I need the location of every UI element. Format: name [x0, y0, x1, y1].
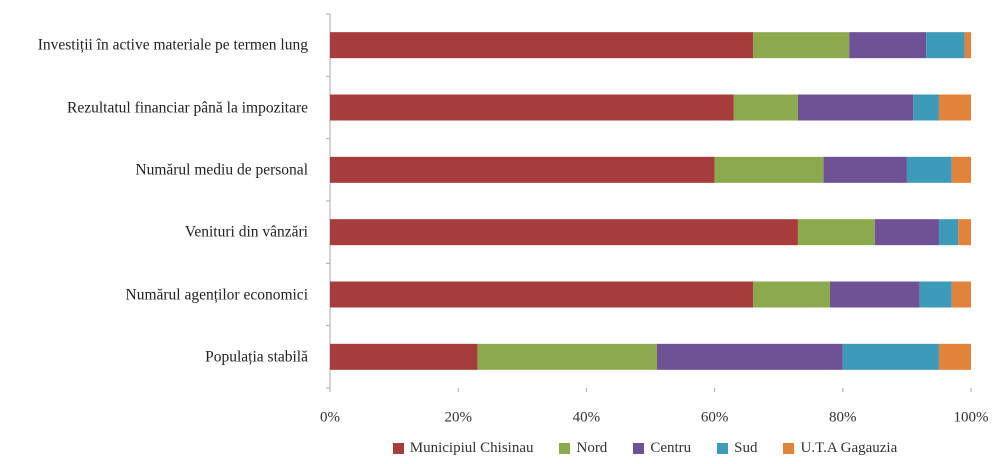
bar-segment	[938, 94, 971, 121]
bar-segment	[951, 156, 971, 183]
bar-segment	[753, 32, 850, 59]
y-tick-label: Numărul mediu de personal	[135, 161, 308, 179]
legend-item: Centru	[633, 440, 691, 457]
legend-swatch	[392, 443, 404, 454]
bar-segment	[919, 281, 952, 308]
legend-swatch	[559, 443, 571, 454]
y-tick-label: Investiții în active materiale pe termen…	[37, 36, 308, 54]
bar-segment	[477, 343, 657, 370]
bar-segment	[926, 32, 965, 59]
legend-swatch	[717, 443, 729, 454]
y-tick-label: Numărul agenților economici	[125, 286, 309, 303]
legend-label: Municipiul Chisinau	[409, 440, 534, 456]
bar-segment	[330, 32, 754, 59]
bar-segment	[330, 94, 734, 121]
bar-segment	[797, 94, 914, 121]
legend-label: U.T.A Gagauzia	[800, 440, 898, 456]
bar-segment	[733, 94, 798, 121]
bar-segment	[958, 219, 971, 246]
y-tick-label: Rezultatul financiar până la impozitare	[67, 99, 308, 116]
bar-segment	[842, 343, 939, 370]
legend-item: Nord	[559, 440, 607, 457]
bar-segment	[330, 281, 754, 308]
legend-label: Centru	[650, 440, 692, 456]
bar-segment	[906, 156, 952, 183]
legend-item: Sud	[717, 440, 757, 457]
bar-segment	[797, 219, 875, 246]
legend-swatch	[783, 443, 795, 454]
x-tick-label: 20%	[444, 409, 472, 425]
bar-segment	[829, 281, 920, 308]
legend-label: Sud	[734, 440, 758, 456]
x-tick-label: 100%	[954, 409, 989, 425]
x-tick-label: 0%	[320, 409, 340, 425]
bar-segment	[330, 219, 798, 246]
bar-segment	[938, 219, 959, 246]
x-tick-label: 40%	[573, 409, 601, 425]
legend: Municipiul Chisinau Nord Centru Sud U.T.A Ga…	[300, 440, 990, 457]
bar-segment	[714, 156, 824, 183]
legend-item: U.T.A Gagauzia	[783, 440, 897, 457]
legend-item: Municipiul Chisinau	[392, 440, 534, 457]
bar-segment	[823, 156, 907, 183]
bar-segment	[913, 94, 939, 121]
bar-segment	[938, 343, 971, 370]
bar-segment	[330, 343, 478, 370]
legend-swatch	[633, 443, 645, 454]
x-tick-label: 80%	[829, 409, 857, 425]
y-tick-label: Venituri din vânzări	[184, 223, 308, 241]
y-tick-label: Populația stabilă	[205, 348, 308, 366]
bar-segment	[753, 281, 830, 308]
bar-segment	[951, 281, 971, 308]
bar-segment	[330, 156, 715, 183]
bar-segment	[849, 32, 927, 59]
bar-segment	[964, 32, 971, 59]
x-tick-label: 60%	[701, 409, 729, 425]
bar-segment	[874, 219, 939, 246]
legend-label: Nord	[576, 440, 608, 456]
bar-segment	[656, 343, 843, 370]
